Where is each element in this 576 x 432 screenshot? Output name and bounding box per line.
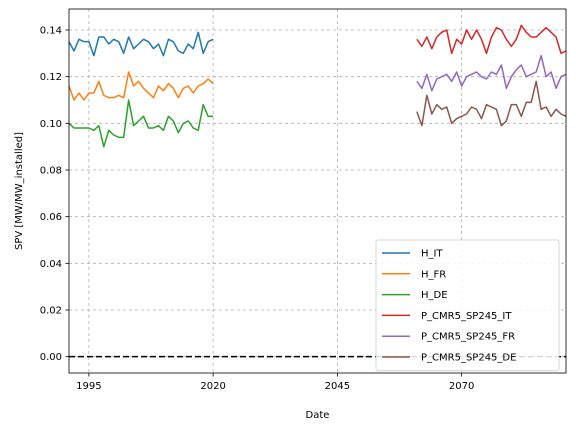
legend-item: P_CMR5_SP245_FR (382, 332, 515, 343)
x-tick-label: 1995 (76, 381, 101, 392)
y-tick-label: 0.02 (40, 306, 62, 317)
y-tick-label: 0.08 (40, 166, 62, 177)
x-tick-label: 2020 (200, 381, 225, 392)
y-axis-ticks: 0.00 0.02 0.04 0.06 0.08 0.10 0.12 0.14 (40, 26, 69, 363)
legend-item: H_IT (382, 249, 443, 260)
series-line-p-cmr5-sp245-it (416, 24, 567, 55)
x-axis-ticks: 1995 2020 2045 2070 (76, 373, 474, 392)
x-tick-label: 2045 (325, 381, 350, 392)
legend-item: P_CMR5_SP245_IT (382, 311, 512, 322)
y-tick-label: 0.04 (40, 259, 62, 270)
series-line-h-it (68, 31, 214, 57)
y-tick-label: 0.12 (40, 72, 62, 83)
legend-items: H_IT H_FR H_DE P_CMR5_SP245_IT P_CMR5_SP245_… (382, 249, 516, 364)
legend-item: H_FR (382, 269, 446, 280)
legend-item: H_DE (382, 290, 448, 301)
legend-label: H_DE (421, 290, 448, 301)
series-lines (68, 24, 567, 148)
series-line-h-fr (68, 71, 214, 101)
legend-label: H_FR (421, 269, 446, 280)
y-tick-label: 0.06 (40, 212, 62, 223)
legend-box (375, 239, 560, 372)
x-tick-label: 2070 (449, 381, 474, 392)
legend-label: P_CMR5_SP245_IT (421, 311, 512, 322)
y-tick-label: 0.00 (40, 352, 62, 363)
legend-item: P_CMR5_SP245_DE (382, 353, 516, 364)
plot-area-frame (68, 8, 567, 374)
legend-label: P_CMR5_SP245_FR (421, 332, 515, 343)
legend-label: P_CMR5_SP245_DE (421, 353, 516, 364)
y-tick-label: 0.10 (40, 119, 62, 130)
y-tick-label: 0.14 (40, 26, 62, 37)
y-axis-label: SPV [MW/MW_installed] (14, 132, 25, 250)
series-line-p-cmr5-sp245-de (416, 80, 567, 127)
series-line-h-de (68, 99, 214, 148)
x-axis-label: Date (306, 410, 330, 421)
series-line-p-cmr5-sp245-fr (416, 54, 567, 92)
legend: H_IT H_FR H_DE P_CMR5_SP245_IT P_CMR5_SP245_… (375, 239, 560, 372)
legend-label: H_IT (421, 249, 443, 260)
